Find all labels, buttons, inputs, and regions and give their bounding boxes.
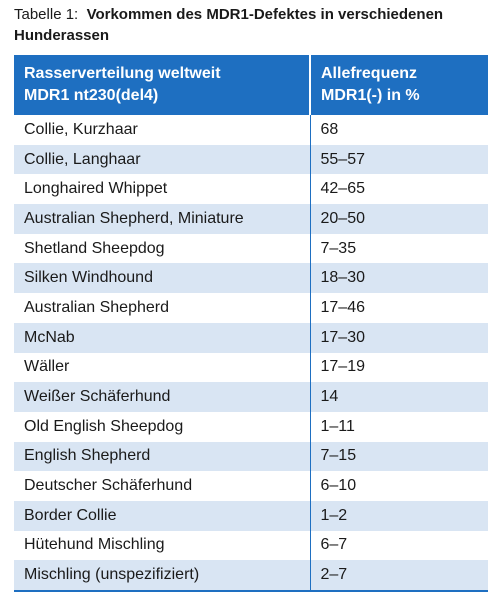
table-row: Collie, Kurzhaar 68 — [14, 115, 488, 145]
table-row: Border Collie 1–2 — [14, 500, 488, 531]
table-row: Silken Windhound 18–30 — [14, 263, 488, 294]
table-row: English Shepherd 7–15 — [14, 441, 488, 472]
table-row: Australian Shepherd 17–46 — [14, 293, 488, 323]
frequency-cell: 2–7 — [309, 560, 488, 592]
frequency-cell: 17–30 — [309, 322, 488, 353]
breed-cell: Shetland Sheepdog — [24, 239, 165, 257]
table-row: Shetland Sheepdog 7–35 — [14, 233, 488, 264]
breed-cell: Weißer Schäferhund — [14, 382, 310, 412]
table-row: Collie, Langhaar 55–57 — [14, 144, 488, 175]
breed-cell: Silken Windhound — [14, 263, 310, 294]
header-cell: Rasserverteilung weltweit MDR1 nt230(del4… — [14, 55, 310, 115]
frequency-cell: 14 — [309, 382, 488, 412]
frequency-cell: 6–7 — [309, 530, 488, 561]
breed-cell: Wäller — [24, 358, 70, 376]
table-row: McNab 17–30 — [14, 322, 488, 353]
header-row: Rasserverteilung weltweit MDR1 nt230(del4… — [14, 55, 488, 115]
frequency-cell: 17–46 — [309, 293, 488, 323]
frequency-cell: 7–15 — [309, 441, 488, 472]
frequency-cell: 6–10 — [309, 471, 488, 501]
breed-cell: Australian Shepherd — [24, 298, 169, 316]
breed-cell: McNab — [14, 322, 310, 353]
caption-title: Vorkommen des MDR1-Defektes in verschied… — [14, 6, 444, 44]
header-text: Rasserverteilung weltweit — [24, 65, 221, 82]
frequency-cell: 20–50 — [309, 204, 488, 234]
breed-cell: Collie, Langhaar — [14, 144, 310, 175]
frequency-cell: 68 — [309, 115, 488, 145]
table-row: Hütehund Mischling 6–7 — [14, 530, 488, 561]
table-header: Rasserverteilung weltweit MDR1 nt230(del4… — [14, 55, 488, 115]
table: Rasserverteilung weltweit MDR1 nt230(del4… — [14, 55, 488, 592]
table-row: Mischling (unspezifiziert) 2–7 — [14, 560, 488, 592]
header-text: Allefrequenz — [321, 65, 418, 82]
frequency-cell: 17–19 — [309, 352, 488, 383]
table-row: Australian Shepherd, Miniature 20–50 — [14, 204, 488, 234]
table-row: Old English Sheepdog 1–11 — [14, 411, 488, 442]
breed-cell: Old English Sheepdog — [24, 417, 184, 435]
frequency-cell: 7–35 — [309, 233, 488, 264]
frequency-cell: 18–30 — [309, 263, 488, 294]
table-row: Wäller 17–19 — [14, 352, 488, 383]
frequency-cell: 55–57 — [309, 144, 488, 175]
frequency-cell: 1–11 — [309, 411, 488, 442]
breed-cell: Deutscher Schäferhund — [24, 477, 193, 495]
table-row: Weißer Schäferhund 14 — [14, 382, 488, 412]
header-cell: Allefrequenz MDR1(-) in % — [309, 55, 488, 115]
breed-cell: English Shepherd — [14, 441, 310, 472]
frequency-cell: 42–65 — [309, 174, 488, 205]
breed-cell: Border Collie — [14, 500, 310, 531]
frequency-cell: 1–2 — [309, 500, 488, 531]
table-body: Collie, Kurzhaar 68 Collie, Langhaar 55–57 L… — [14, 115, 488, 592]
header-text: MDR1 nt230(del4) — [24, 87, 159, 104]
header-text: MDR1(-) in % — [321, 87, 420, 104]
breed-cell: Collie, Kurzhaar — [24, 120, 138, 138]
caption: Tabelle 1: Vorkommen des MDR1-Defektes i… — [14, 4, 484, 46]
breed-cell: Australian Shepherd, Miniature — [14, 204, 310, 234]
caption-label: Tabelle 1: — [14, 6, 79, 23]
breed-cell: Hütehund Mischling — [24, 536, 165, 554]
table-row: Deutscher Schäferhund 6–10 — [14, 471, 488, 501]
breed-cell: Longhaired Whippet — [24, 180, 168, 198]
breed-cell: Mischling (unspezifiziert) — [14, 560, 310, 592]
table-row: Longhaired Whippet 42–65 — [14, 174, 488, 205]
